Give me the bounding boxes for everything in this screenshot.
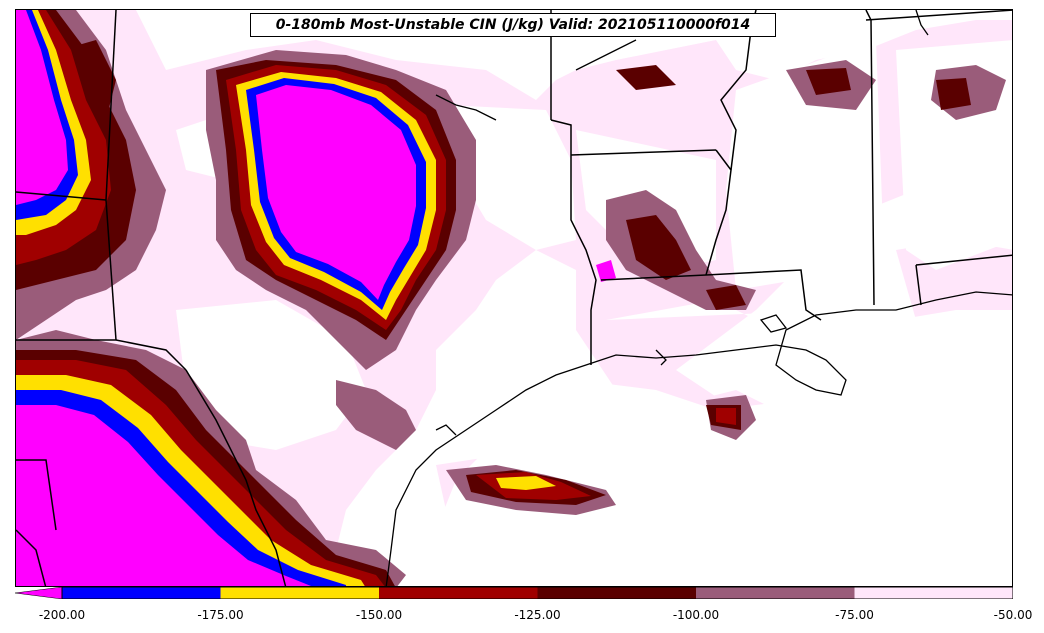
colorbar-tick-label: -175.00 — [197, 608, 244, 622]
colorbar-tick-label: -150.00 — [355, 608, 403, 622]
cin-map — [16, 10, 1012, 586]
colorbar-bin-3 — [537, 587, 696, 599]
cin-field-clear — [176, 40, 1012, 586]
colorbar-tick-label: -50.00 — [993, 608, 1033, 622]
map-title: 0-180mb Most-Unstable CIN (J/kg) Valid: … — [250, 13, 776, 37]
colorbar-bin-5 — [854, 587, 1013, 599]
colorbar-tick-label: -125.00 — [514, 608, 561, 622]
colorbar-tick-label: -200.00 — [38, 608, 86, 622]
colorbar-bin-4 — [696, 587, 855, 599]
colorbar-tick-label: -75.00 — [835, 608, 874, 622]
colorbar-tick-label: -100.00 — [672, 608, 720, 622]
colorbar-under-triangle — [15, 587, 63, 599]
coastline — [385, 10, 1012, 586]
colorbar-bin-0 — [62, 587, 221, 599]
colorbar-bin-2 — [379, 587, 538, 599]
colorbar-bin-1 — [220, 587, 379, 599]
cin-field-magenta — [16, 10, 616, 586]
map-panel — [15, 9, 1013, 587]
colorbar — [15, 587, 1013, 599]
